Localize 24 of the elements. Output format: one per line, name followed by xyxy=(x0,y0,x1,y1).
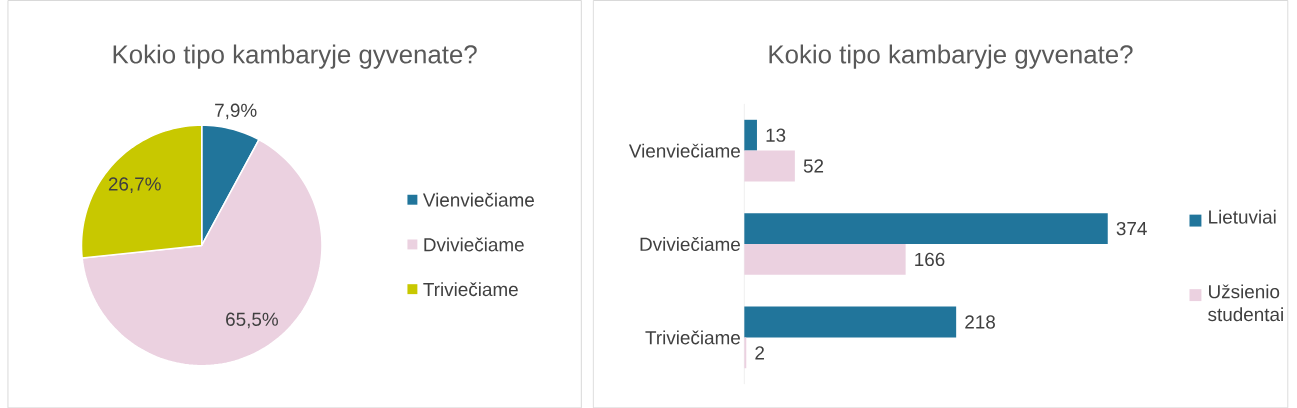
bar xyxy=(744,150,795,182)
legend-label: Lietuviai xyxy=(1209,209,1276,224)
data-label: 65,5% xyxy=(226,312,278,328)
bar xyxy=(744,119,757,151)
legend-label: Dviviečiame xyxy=(424,237,524,252)
chart-title: Kokio tipo kambaryje gyvenate? xyxy=(769,44,1133,69)
legend-label: Triviečiame xyxy=(423,281,518,296)
data-label: 218 xyxy=(965,315,995,329)
legend-label: Užsienio studentai xyxy=(1208,284,1283,321)
data-label: 374 xyxy=(1116,221,1147,236)
data-label: 52 xyxy=(803,159,824,173)
legend-label: Vienviečiame xyxy=(422,192,534,207)
data-label: 7,9% xyxy=(215,103,257,119)
bar xyxy=(744,243,906,275)
data-label: 2 xyxy=(755,346,764,360)
y-tick-label: Vienviečiame xyxy=(628,143,740,158)
y-tick-label: Dviviečiame xyxy=(640,236,740,251)
data-label: 166 xyxy=(915,252,945,266)
data-label: 13 xyxy=(766,128,786,142)
bar xyxy=(744,306,957,338)
chart-title: Kokio tipo kambaryje gyvenate? xyxy=(113,44,477,69)
bar xyxy=(744,212,1108,244)
y-tick-label: Triviečiame xyxy=(645,330,740,345)
data-label: 26,7% xyxy=(108,177,161,193)
